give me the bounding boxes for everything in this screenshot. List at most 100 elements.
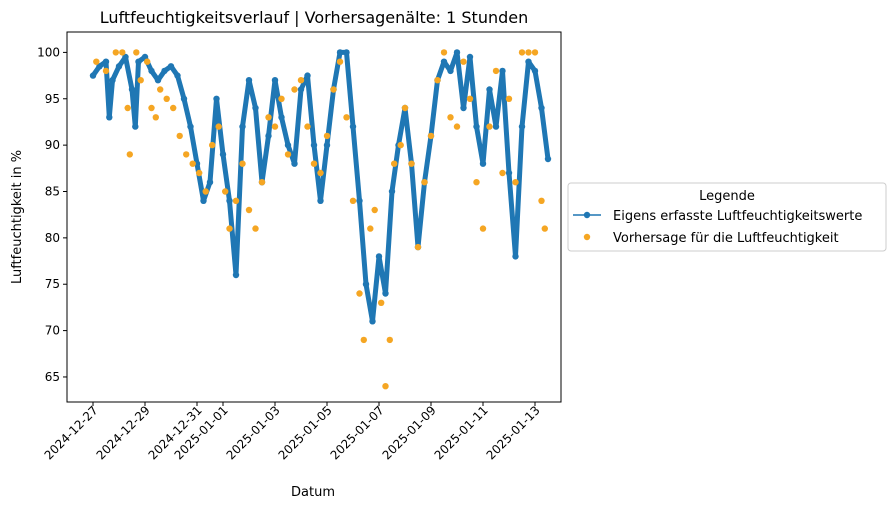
y-tick-label: 75 bbox=[45, 277, 60, 291]
forecast-point bbox=[222, 188, 229, 195]
measured-point bbox=[135, 58, 142, 65]
forecast-point bbox=[284, 151, 292, 158]
measured-point bbox=[531, 67, 539, 75]
forecast-point bbox=[397, 141, 404, 149]
forecast-point bbox=[499, 169, 506, 177]
forecast-point bbox=[531, 49, 539, 56]
forecast-point bbox=[202, 188, 209, 195]
measured-point bbox=[132, 123, 139, 130]
forecast-point bbox=[541, 225, 548, 232]
forecast-point bbox=[297, 77, 305, 84]
y-tick-label: 80 bbox=[45, 231, 60, 245]
measured-point bbox=[466, 53, 474, 61]
forecast-point bbox=[163, 95, 170, 103]
forecast-point bbox=[330, 86, 337, 93]
forecast-point bbox=[367, 225, 374, 232]
measured-point bbox=[122, 53, 129, 61]
forecast-point bbox=[124, 104, 131, 112]
forecast-point bbox=[460, 58, 467, 65]
measured-point bbox=[492, 123, 500, 130]
y-axis-label: Luftfeuchtigkeit in % bbox=[10, 150, 25, 284]
measured-point bbox=[226, 197, 233, 204]
forecast-point bbox=[360, 336, 367, 344]
forecast-point bbox=[271, 123, 279, 130]
forecast-point bbox=[239, 160, 246, 167]
legend-marker-forecast bbox=[583, 233, 591, 241]
measured-point bbox=[200, 197, 207, 204]
forecast-point bbox=[492, 67, 500, 75]
measured-point bbox=[161, 67, 168, 75]
forecast-point bbox=[126, 151, 133, 158]
measured-point bbox=[343, 49, 350, 56]
measured-point bbox=[89, 72, 97, 79]
measured-point bbox=[245, 77, 253, 84]
measured-point bbox=[148, 67, 155, 75]
y-tick-label: 95 bbox=[45, 92, 60, 106]
forecast-point bbox=[453, 123, 461, 130]
plot-marks bbox=[89, 49, 552, 390]
legend-label-forecast: Vorhersage für die Luftfeuchtigkeit bbox=[613, 231, 839, 246]
forecast-point bbox=[144, 58, 151, 65]
y-tick-label: 85 bbox=[45, 184, 60, 198]
measured-point bbox=[232, 271, 240, 279]
chart-title: Luftfeuchtigkeitsverlauf | Vorhersagenäl… bbox=[100, 8, 529, 27]
measured-point bbox=[265, 132, 272, 140]
forecast-point bbox=[215, 123, 222, 130]
measured-point bbox=[174, 72, 181, 79]
measured-point bbox=[375, 253, 383, 260]
forecast-point bbox=[479, 225, 487, 232]
y-axis: 65 70 75 80 85 90 95 100 bbox=[37, 45, 67, 384]
forecast-point bbox=[421, 179, 428, 186]
measured-point bbox=[525, 58, 532, 65]
forecast-point bbox=[414, 243, 422, 251]
measured-point bbox=[239, 123, 246, 130]
forecast-point bbox=[427, 132, 435, 140]
forecast-point bbox=[157, 86, 164, 93]
forecast-point bbox=[310, 160, 318, 167]
forecast-point bbox=[466, 95, 474, 103]
measured-point bbox=[284, 141, 292, 149]
forecast-point bbox=[371, 206, 378, 214]
forecast-point bbox=[323, 132, 331, 140]
forecast-point bbox=[137, 77, 144, 84]
forecast-point bbox=[336, 58, 344, 65]
forecast-point bbox=[258, 179, 266, 186]
measured-point bbox=[304, 72, 311, 79]
measured-point bbox=[271, 77, 279, 84]
measured-point bbox=[317, 197, 324, 204]
y-tick-label: 65 bbox=[45, 370, 60, 384]
measured-point bbox=[349, 123, 357, 130]
forecast-point bbox=[473, 179, 480, 186]
y-tick-label: 100 bbox=[37, 45, 60, 59]
legend-marker-measured bbox=[583, 211, 591, 219]
measured-point bbox=[106, 114, 113, 121]
measured-point bbox=[388, 188, 396, 195]
measured-point bbox=[362, 281, 370, 288]
forecast-point bbox=[133, 49, 140, 56]
forecast-point bbox=[226, 225, 233, 232]
forecast-point bbox=[112, 49, 120, 56]
forecast-point bbox=[486, 123, 493, 130]
forecast-point bbox=[525, 49, 532, 56]
measured-point bbox=[544, 155, 552, 163]
measured-point bbox=[336, 49, 344, 56]
measured-point bbox=[505, 169, 513, 177]
measured-point bbox=[206, 179, 214, 186]
measured-point bbox=[180, 95, 188, 103]
measured-point bbox=[512, 253, 519, 260]
measured-point bbox=[356, 197, 363, 204]
measured-point bbox=[369, 318, 376, 325]
forecast-point bbox=[391, 160, 398, 167]
measured-point bbox=[479, 160, 487, 167]
forecast-point bbox=[232, 197, 240, 204]
forecast-point bbox=[189, 160, 196, 167]
measured-point bbox=[213, 95, 220, 103]
forecast-point bbox=[291, 86, 298, 93]
forecast-point bbox=[378, 299, 385, 306]
forecast-point bbox=[518, 49, 526, 56]
measured-point bbox=[486, 86, 493, 93]
measured-point bbox=[291, 160, 298, 167]
measured-point bbox=[115, 63, 123, 70]
